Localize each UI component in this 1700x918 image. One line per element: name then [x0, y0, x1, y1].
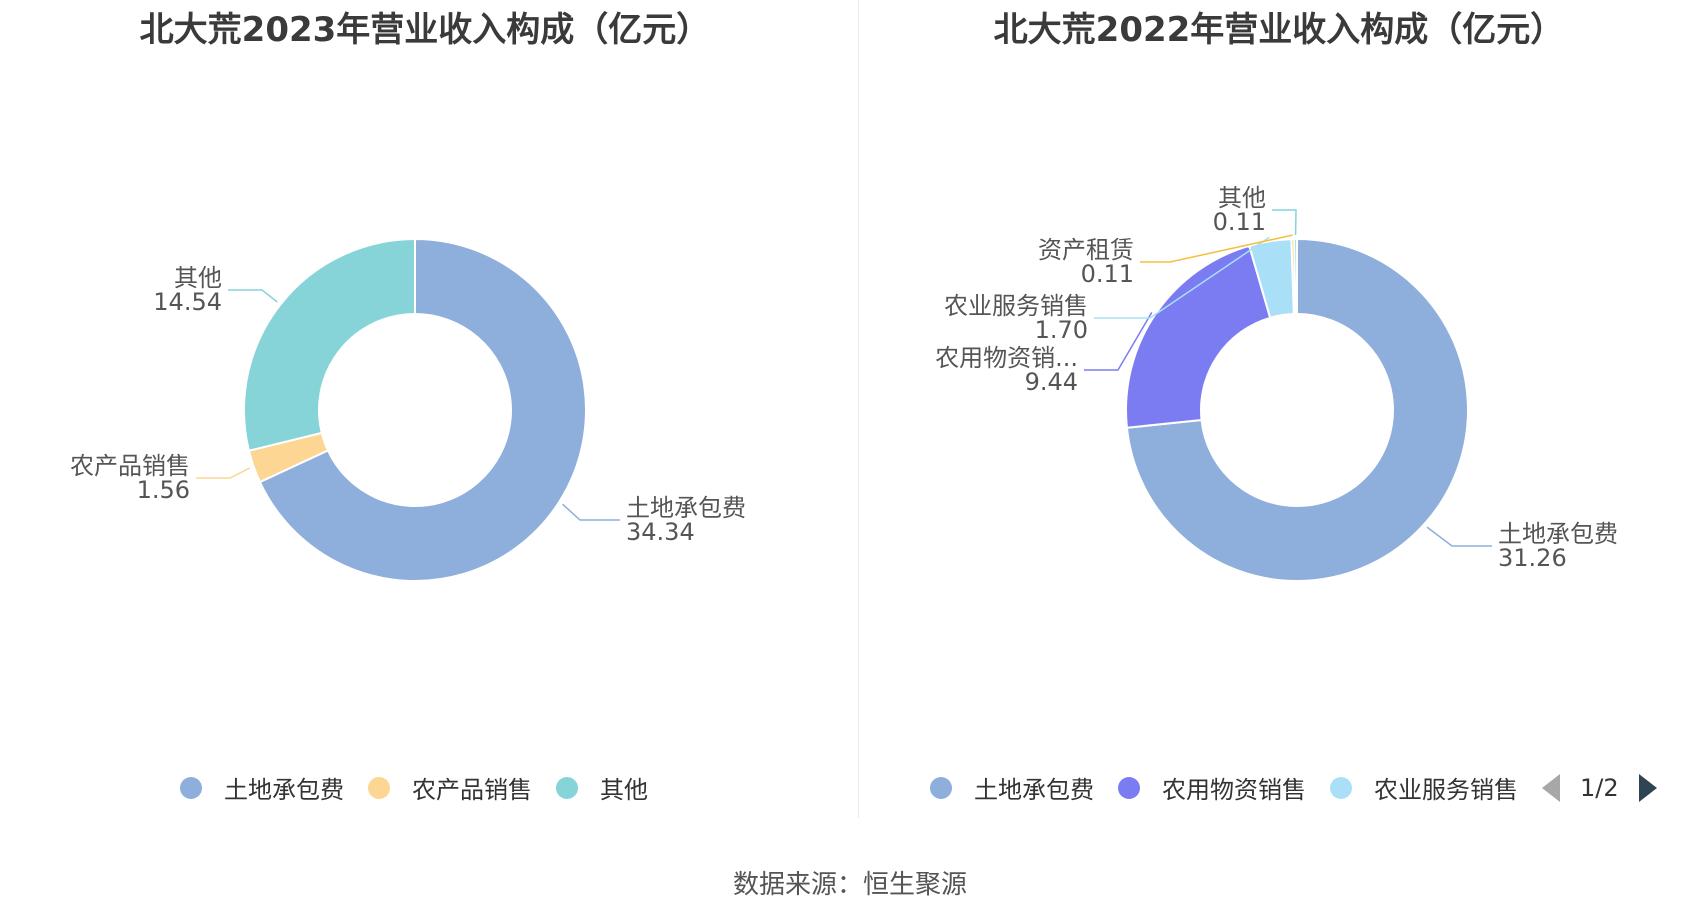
- donut-slice-1-4[interactable]: [1293, 237, 1298, 316]
- legend-item-land-fee[interactable]: 土地承包费: [180, 770, 344, 805]
- slice-label-name-1-4: 其他: [1218, 184, 1266, 212]
- legend-dot-agri-services: [1330, 776, 1352, 799]
- legend-2022: 土地承包费 农用物资销售 农业服务销售 1/2: [930, 770, 1657, 805]
- slice-label-name-1-0: 土地承包费: [1498, 520, 1618, 548]
- legend-dot-farm-products: [368, 776, 390, 799]
- donut-slice-1-1[interactable]: [1125, 244, 1272, 429]
- chart-title-2022: 北大荒2022年营业收入构成（亿元）: [993, 10, 1565, 50]
- label-line-0-1: [196, 467, 251, 479]
- legend-label-land-fee: 土地承包费: [224, 776, 344, 804]
- label-line-0-0: [562, 503, 620, 521]
- legend-item-farm-products[interactable]: 农产品销售: [368, 770, 532, 805]
- legend-label-agri-services: 农业服务销售: [1374, 776, 1518, 804]
- legend-label-land-fee-2022: 土地承包费: [974, 776, 1094, 804]
- legend-dot-agri-supplies: [1118, 776, 1140, 799]
- slice-label-value-1-1: 9.44: [1025, 368, 1078, 396]
- chart-title-2023: 北大荒2023年营业收入构成（亿元）: [139, 10, 711, 50]
- slice-label-name-0-1: 农产品销售: [70, 452, 190, 480]
- legend-label-farm-products: 农产品销售: [412, 776, 532, 804]
- label-line-1-0: [1426, 526, 1492, 547]
- slice-label-value-1-2: 1.70: [1035, 316, 1088, 344]
- label-line-1-3: [1140, 234, 1293, 263]
- legend-item-other[interactable]: 其他: [556, 770, 648, 805]
- data-source-note: 数据来源：恒生聚源: [732, 870, 967, 900]
- label-line-1-2: [1094, 236, 1270, 319]
- donut-slice-0-0[interactable]: [258, 237, 587, 582]
- slice-label-value-1-0: 31.26: [1498, 544, 1567, 572]
- legend-item-land-fee-2022[interactable]: 土地承包费: [930, 770, 1094, 805]
- slice-label-name-0-0: 土地承包费: [626, 494, 746, 522]
- label-line-1-1: [1084, 311, 1153, 371]
- legend-dot-other: [556, 776, 578, 799]
- legend-item-agri-supplies[interactable]: 农用物资销售: [1118, 770, 1306, 805]
- label-line-0-2: [228, 289, 278, 303]
- slice-label-name-1-3: 资产租赁: [1038, 236, 1134, 264]
- legend-page-indicator: 1/2: [1580, 773, 1619, 802]
- slice-label-name-1-1: 农用物资销...: [935, 344, 1078, 372]
- slice-label-name-0-2: 其他: [174, 264, 222, 292]
- legend-pager: 1/2: [1542, 773, 1657, 802]
- legend-prev-page-icon[interactable]: [1542, 773, 1560, 802]
- slice-label-value-0-0: 34.34: [626, 518, 695, 546]
- legend-label-other: 其他: [600, 776, 648, 804]
- legend-dot-land-fee: [180, 776, 202, 799]
- slice-label-value-1-4: 0.11: [1213, 208, 1266, 236]
- chart-divider: [858, 0, 859, 818]
- donut-slice-1-0[interactable]: [1125, 237, 1469, 582]
- slice-label-name-1-2: 农业服务销售: [944, 292, 1088, 320]
- slice-label-value-0-1: 1.56: [137, 476, 190, 504]
- legend-2023: 土地承包费 农产品销售 其他: [180, 770, 672, 805]
- legend-label-agri-supplies: 农用物资销售: [1162, 776, 1306, 804]
- donut-slice-0-2[interactable]: [243, 237, 416, 452]
- legend-dot-land-fee-2022: [930, 776, 952, 799]
- legend-next-page-icon[interactable]: [1638, 773, 1657, 802]
- legend-item-agri-services[interactable]: 农业服务销售: [1330, 770, 1518, 805]
- slice-label-value-1-3: 0.11: [1081, 260, 1134, 288]
- label-line-1-4: [1272, 209, 1297, 236]
- slice-label-value-0-2: 14.54: [153, 288, 222, 316]
